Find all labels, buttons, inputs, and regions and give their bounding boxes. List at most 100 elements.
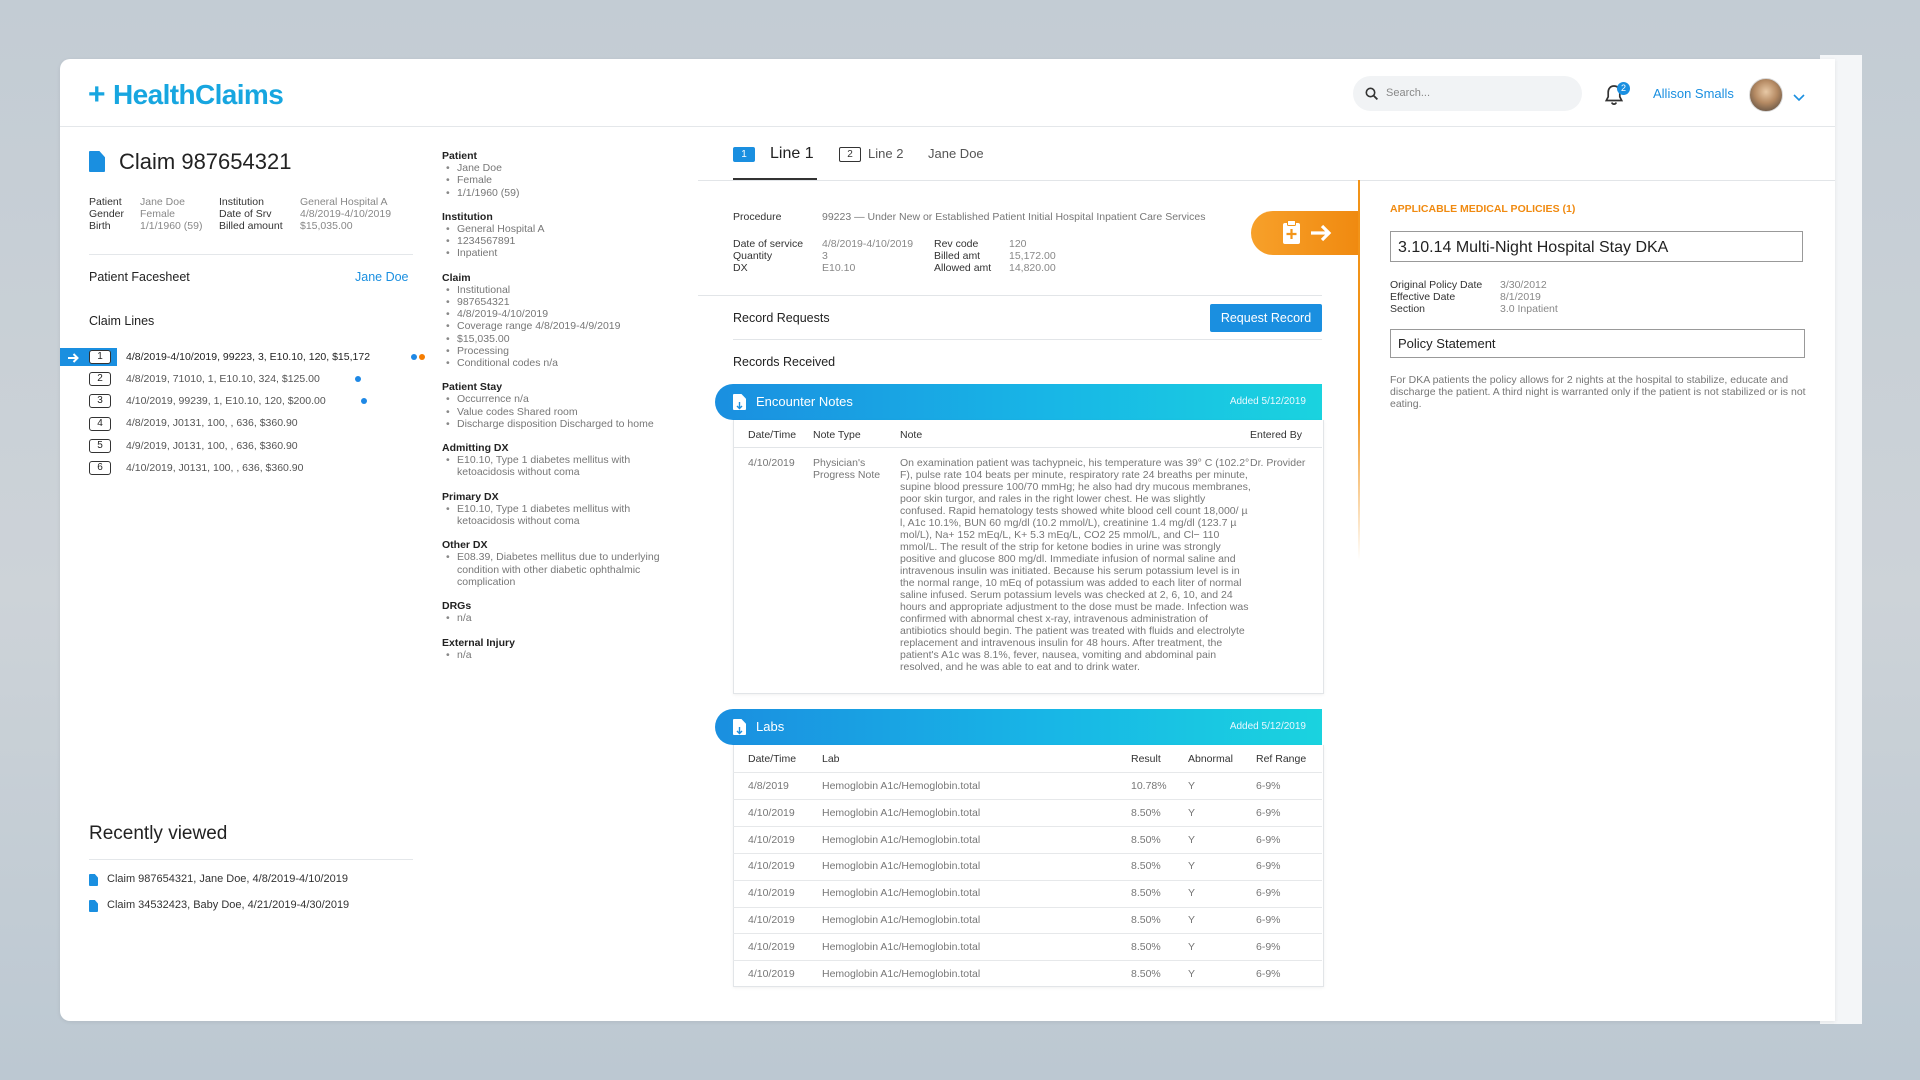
line-flag [411, 354, 417, 360]
lab-cell: Y [1188, 914, 1196, 927]
lab-cell: Y [1188, 968, 1196, 980]
file-icon [89, 874, 98, 886]
line-flag [419, 354, 425, 360]
panel-header [715, 384, 1322, 420]
facesheet-link[interactable]: Jane Doe [355, 269, 409, 284]
policy-title-box[interactable]: 3.10.14 Multi-Night Hospital Stay DKA [1390, 231, 1803, 262]
details-section: External Injuryn/a [442, 636, 674, 662]
lab-cell: 6-9% [1256, 887, 1281, 900]
user-name[interactable]: Allison Smalls [1653, 86, 1734, 102]
tab-label[interactable]: Line 1 [770, 145, 814, 163]
lab-cell: Y [1188, 806, 1196, 819]
lab-cell: 8.50% [1131, 860, 1161, 873]
lab-cell: Hemoglobin A1c/Hemoglobin.total [822, 860, 981, 873]
tab-label[interactable]: Jane Doe [928, 146, 984, 162]
field-label: Section [1390, 303, 1426, 316]
header-divider [60, 126, 1835, 127]
search-box[interactable] [1353, 76, 1582, 111]
column-header: Note Type [813, 428, 861, 441]
line-number[interactable]: 6 [89, 461, 111, 475]
recent-item[interactable]: Claim 987654321, Jane Doe, 4/8/2019-4/10… [107, 873, 348, 886]
claim-line[interactable]: 4/10/2019, J0131, 100, , 636, $360.90 [126, 461, 304, 474]
clipboard-clip [1287, 220, 1296, 226]
lab-cell: Y [1188, 860, 1196, 873]
section-title: Primary DX [442, 490, 499, 503]
row-divider [733, 825, 1322, 827]
section-item: E10.10, Type 1 diabetes mellitus with ke… [442, 454, 674, 478]
lab-cell: Hemoglobin A1c/Hemoglobin.total [822, 779, 981, 792]
claim-line[interactable]: 4/9/2019, J0131, 100, , 636, $360.90 [126, 439, 298, 452]
section-item: Conditional codes n/a [442, 357, 674, 369]
lab-cell: 8.50% [1131, 806, 1161, 819]
tab-number[interactable]: 1 [733, 147, 755, 162]
avatar[interactable] [1749, 78, 1783, 112]
user-menu-chevron-svg [1793, 94, 1805, 102]
column-header: Result [1131, 752, 1161, 765]
section-item: Jane Doe [442, 162, 674, 174]
card [60, 59, 1835, 1021]
lab-cell: Hemoglobin A1c/Hemoglobin.total [822, 833, 981, 846]
recent-item[interactable]: Claim 34532423, Baby Doe, 4/21/2019-4/30… [107, 899, 350, 912]
field-label: Quantity [733, 250, 773, 262]
field-value: Jane Doe [140, 195, 185, 208]
claim-line[interactable]: 4/8/2019, 71010, 1, E10.10, 324, $125.00 [126, 372, 320, 385]
lab-cell: Hemoglobin A1c/Hemoglobin.total [822, 887, 981, 900]
field-label: Billed amt [934, 250, 981, 262]
divider [733, 447, 1322, 448]
procedure-action-icon [1281, 219, 1337, 247]
line-number[interactable]: 2 [89, 372, 111, 387]
lab-cell: Hemoglobin A1c/Hemoglobin.total [822, 941, 981, 954]
user-menu-chevron[interactable] [1793, 89, 1805, 102]
selected-arrow [67, 351, 81, 363]
procedure-label: Procedure [733, 210, 782, 223]
procedure-action[interactable] [1251, 211, 1359, 255]
claim-line[interactable]: 4/8/2019-4/10/2019, 99223, 3, E10.10, 12… [126, 350, 371, 363]
chevron [1793, 94, 1805, 102]
panel-title: Labs [756, 719, 785, 735]
section-item: n/a [442, 612, 674, 624]
field-value: E10.10 [822, 262, 856, 275]
panel-added: Added 5/12/2019 [1229, 721, 1306, 732]
search-handle [1372, 94, 1379, 101]
line-number[interactable]: 4 [89, 416, 111, 431]
field-label: Gender [89, 208, 125, 220]
lab-cell: 8.50% [1131, 914, 1161, 927]
section-item: Institutional [442, 284, 674, 296]
column-header: Entered By [1250, 428, 1302, 441]
request-record-button[interactable]: Request Record [1210, 304, 1322, 332]
recently-viewed-title: Recently viewed [89, 822, 228, 844]
tab-number[interactable]: 2 [839, 147, 861, 162]
lab-cell: Hemoglobin A1c/Hemoglobin.total [822, 806, 981, 819]
claim-title: Claim 987654321 [119, 148, 292, 174]
line-number[interactable]: 1 [89, 350, 111, 364]
column-header: Lab [822, 752, 840, 765]
field-value: 14,820.00 [1009, 262, 1056, 275]
field-value: Female [140, 208, 176, 220]
section-item: General Hospital A [442, 223, 674, 235]
right-divider [1360, 180, 1835, 181]
column-header: Abnormal [1188, 752, 1233, 765]
panel-header [715, 709, 1322, 745]
claim-line[interactable]: 4/10/2019, 99239, 1, E10.10, 120, $200.0… [126, 395, 326, 408]
policies-heading: APPLICABLE MEDICAL POLICIES (1) [1390, 202, 1576, 215]
file-icon [89, 900, 98, 912]
panel-body [733, 420, 1324, 694]
line-number[interactable]: 5 [89, 438, 111, 453]
field-label: Date of service [733, 237, 804, 250]
search-lens [1365, 87, 1376, 98]
lab-cell: 6-9% [1256, 941, 1281, 954]
section-title: External Injury [442, 636, 515, 649]
policy-statement: For DKA patients the policy allows for 2… [1390, 374, 1806, 410]
bell-clapper [1610, 102, 1618, 105]
lab-cell: 8.50% [1131, 941, 1161, 954]
tab-label[interactable]: Line 2 [868, 146, 904, 162]
claim-line[interactable]: 4/8/2019, J0131, 100, , 636, $360.90 [126, 417, 298, 430]
line-number[interactable]: 3 [89, 394, 111, 409]
note-type: Physician's Progress Note [813, 457, 881, 481]
section-item: E10.10, Type 1 diabetes mellitus with ke… [442, 503, 674, 527]
claim-lines-title: Claim Lines [89, 313, 155, 328]
lab-cell: 4/10/2019 [748, 914, 795, 927]
divider [733, 339, 1322, 340]
field-value: 8/1/2019 [1500, 291, 1541, 303]
